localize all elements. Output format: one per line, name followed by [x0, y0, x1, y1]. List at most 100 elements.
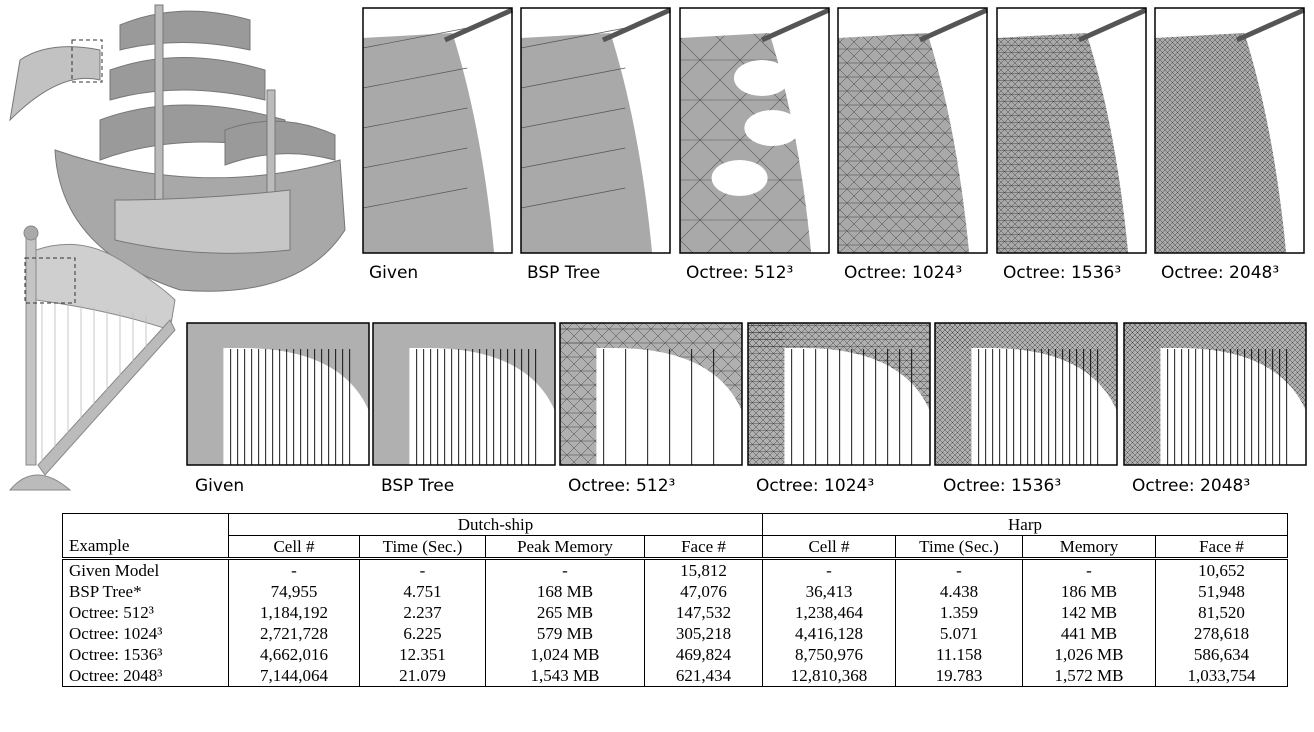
column-header: Cell # [229, 536, 360, 559]
table-cell: Octree: 512³ [63, 602, 229, 623]
hole [744, 110, 800, 146]
column-header: Time (Sec.) [896, 536, 1023, 559]
table-cell: 19.783 [896, 665, 1023, 687]
corner-cell [63, 514, 229, 536]
table-cell: 47,076 [645, 581, 763, 602]
harp-panel [373, 323, 555, 465]
ship-panel [997, 8, 1146, 253]
table-cell: 1,024 MB [486, 644, 645, 665]
table-cell: 1,543 MB [486, 665, 645, 687]
table-cell: 265 MB [486, 602, 645, 623]
table-cell: 305,218 [645, 623, 763, 644]
mesh-pillar [560, 323, 596, 465]
caption: BSP Tree [381, 476, 454, 496]
pillar [187, 323, 223, 465]
table-cell: - [229, 559, 360, 582]
table-cell: 586,634 [1156, 644, 1288, 665]
table-cell: 186 MB [1023, 581, 1156, 602]
table-cell: 10,652 [1156, 559, 1288, 582]
caption: Octree: 2048³ [1132, 476, 1250, 496]
table-row: Octree: 512³1,184,1922.237265 MB147,5321… [63, 602, 1288, 623]
ship-panel [680, 8, 829, 253]
table-row: BSP Tree*74,9554.751168 MB47,07636,4134.… [63, 581, 1288, 602]
hole [712, 160, 768, 196]
table-cell: Octree: 1024³ [63, 623, 229, 644]
column-header: Face # [1156, 536, 1288, 559]
ship-panel [521, 8, 670, 253]
column-header: Example [63, 536, 229, 559]
table-cell: - [896, 559, 1023, 582]
table-cell: 278,618 [1156, 623, 1288, 644]
table-cell: 1,184,192 [229, 602, 360, 623]
mesh-pillar [935, 323, 971, 465]
column-header: Peak Memory [486, 536, 645, 559]
caption: Octree: 2048³ [1161, 263, 1279, 283]
caption: BSP Tree [527, 263, 600, 283]
table-cell: 142 MB [1023, 602, 1156, 623]
caption: Octree: 1536³ [1003, 263, 1121, 283]
table-cell: 1,026 MB [1023, 644, 1156, 665]
harp-panel [187, 323, 369, 465]
caption: Octree: 512³ [568, 476, 675, 496]
table-cell: 621,434 [645, 665, 763, 687]
table-cell: 12,810,368 [763, 665, 896, 687]
table-cell: 1,238,464 [763, 602, 896, 623]
caption: Given [369, 263, 418, 283]
group-header: Harp [763, 514, 1288, 536]
caption: Octree: 1024³ [844, 263, 962, 283]
table-cell: 21.079 [360, 665, 486, 687]
table-cell: 15,812 [645, 559, 763, 582]
ship-panel [838, 8, 987, 253]
harp-panel [560, 323, 742, 465]
table-cell: 36,413 [763, 581, 896, 602]
table-cell: - [360, 559, 486, 582]
table-cell: 51,948 [1156, 581, 1288, 602]
column-header: Time (Sec.) [360, 536, 486, 559]
column-header: Face # [645, 536, 763, 559]
table-cell: 1.359 [896, 602, 1023, 623]
table-row: Given Model---15,812---10,652 [63, 559, 1288, 582]
table-cell: 8,750,976 [763, 644, 896, 665]
table-cell: 441 MB [1023, 623, 1156, 644]
caption: Octree: 512³ [686, 263, 793, 283]
table-cell: - [486, 559, 645, 582]
table-cell: 2,721,728 [229, 623, 360, 644]
mesh-pillar [1124, 323, 1160, 465]
ship-panel [363, 8, 512, 253]
harp-panel [748, 323, 930, 465]
table-cell: 81,520 [1156, 602, 1288, 623]
ship-panel [1155, 8, 1304, 253]
caption: Given [195, 476, 244, 496]
table-cell: 2.237 [360, 602, 486, 623]
table-cell: Given Model [63, 559, 229, 582]
group-header: Dutch-ship [229, 514, 763, 536]
pillar [373, 323, 409, 465]
table-cell: 5.071 [896, 623, 1023, 644]
table-cell: 168 MB [486, 581, 645, 602]
table-cell: 4.751 [360, 581, 486, 602]
table-cell: 1,572 MB [1023, 665, 1156, 687]
harp-panel [935, 323, 1117, 465]
table-cell: 1,033,754 [1156, 665, 1288, 687]
table-cell: Octree: 2048³ [63, 665, 229, 687]
column-header: Cell # [763, 536, 896, 559]
figure: Given BSP Tree Octree: 512³ Octree: 1024³ Oc… [0, 0, 1314, 505]
table-cell: 4,416,128 [763, 623, 896, 644]
table-cell: 6.225 [360, 623, 486, 644]
table-cell: 11.158 [896, 644, 1023, 665]
harp-panel [1124, 323, 1306, 465]
table-cell: 4.438 [896, 581, 1023, 602]
column-header: Memory [1023, 536, 1156, 559]
table-cell: 7,144,064 [229, 665, 360, 687]
hole [734, 60, 790, 96]
caption: Octree: 1536³ [943, 476, 1061, 496]
page: {"figure": { "ship_captions": ["Given", … [0, 0, 1314, 732]
table-cell: 147,532 [645, 602, 763, 623]
table-cell: 579 MB [486, 623, 645, 644]
table-cell: - [763, 559, 896, 582]
table-cell: 4,662,016 [229, 644, 360, 665]
